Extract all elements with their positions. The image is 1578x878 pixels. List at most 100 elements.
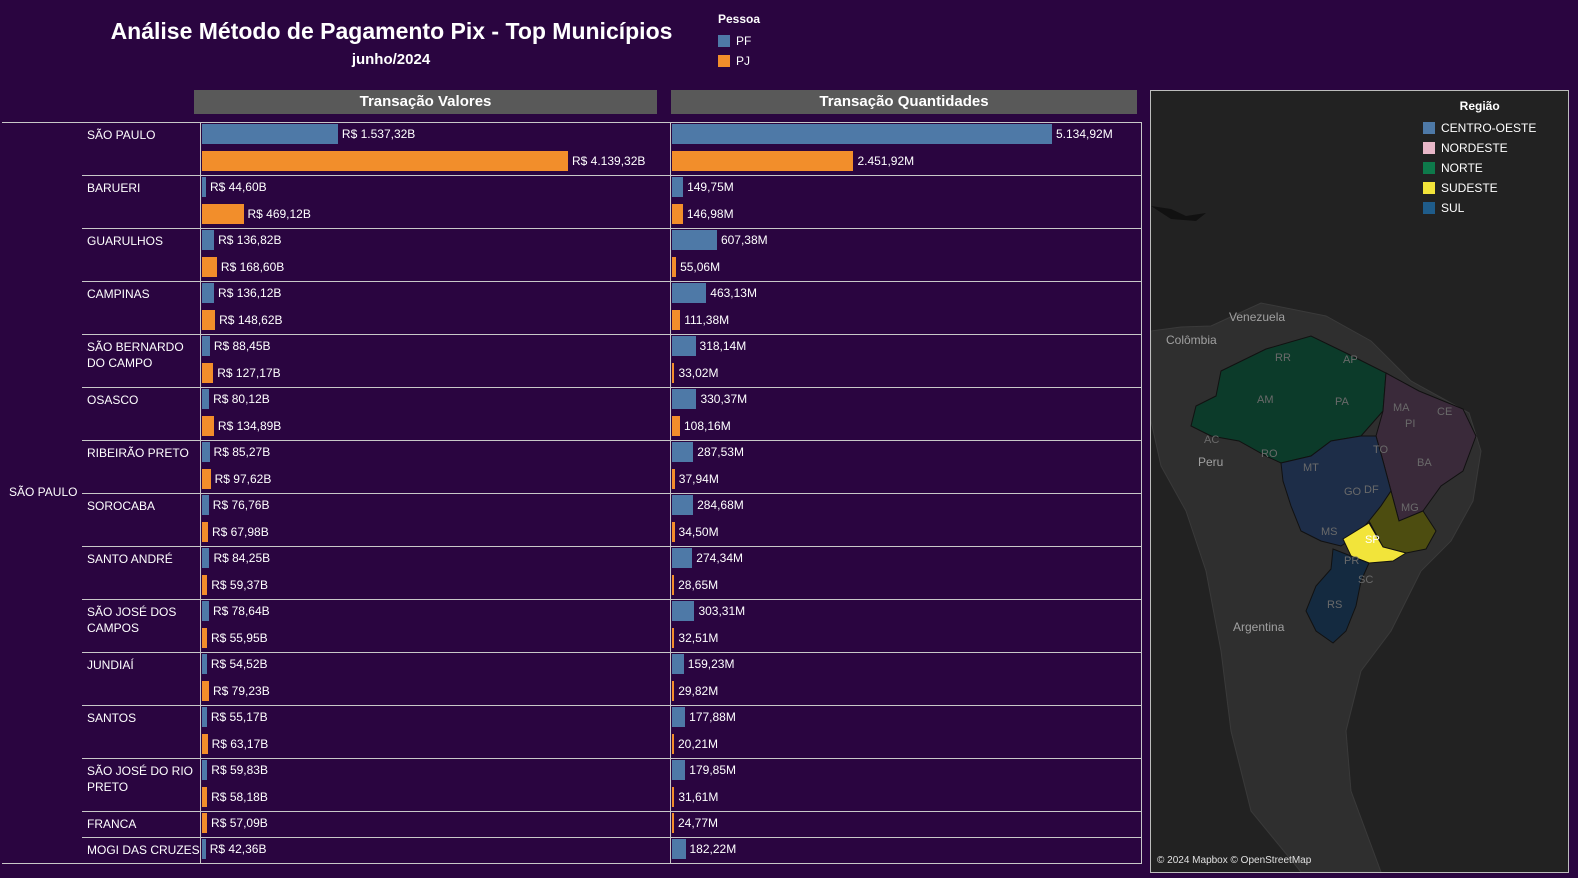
city-label: OSASCO <box>87 393 139 407</box>
qtd-bar-pf[interactable] <box>672 760 686 780</box>
row-divider <box>82 493 1142 494</box>
state-label-ro: RO <box>1261 448 1278 460</box>
qtd-bar-pj[interactable] <box>672 203 683 224</box>
region-sudeste-mg[interactable] <box>1368 489 1437 554</box>
page-title: Análise Método de Pagamento Pix - Top Mu… <box>110 18 673 44</box>
state-label-sp: SP <box>1365 534 1380 546</box>
valor-bar-pj[interactable] <box>202 203 244 224</box>
valor-label-pf: R$ 136,12B <box>218 286 282 300</box>
qtd-bar-pj[interactable] <box>672 150 854 171</box>
valor-bar-pf[interactable] <box>202 548 210 568</box>
qtd-bar-pj[interactable] <box>672 256 677 277</box>
qtd-label-pj: 2.451,92M <box>857 153 915 168</box>
valor-bar-pj[interactable] <box>202 415 214 436</box>
valor-bar-pf[interactable] <box>202 124 338 144</box>
country-label-peru: Peru <box>1198 455 1223 469</box>
region-legend-item-centro-oeste[interactable]: CENTRO-OESTE <box>1423 118 1536 138</box>
qtd-bar-pj[interactable] <box>672 309 681 330</box>
valor-bar-pj[interactable] <box>202 150 568 171</box>
qtd-label-pj: 37,94M <box>678 471 719 486</box>
qtd-bar-pj[interactable] <box>672 415 680 436</box>
state-label-rr: RR <box>1275 352 1291 364</box>
qtd-bar-pf[interactable] <box>672 230 717 250</box>
region-swatch-sudeste <box>1423 182 1435 194</box>
valor-bar-pj[interactable] <box>202 733 208 754</box>
valor-bar-pf[interactable] <box>202 839 206 859</box>
qtd-bar-pf[interactable] <box>672 707 686 727</box>
qtd-bar-pj[interactable] <box>672 468 675 489</box>
valor-label-pf: R$ 1.537,32B <box>341 127 416 141</box>
valor-bar-pj[interactable] <box>202 786 208 807</box>
qtd-bar-pf[interactable] <box>672 336 696 356</box>
qtd-label-pf: 330,37M <box>700 392 748 406</box>
row-divider <box>2 863 1142 864</box>
region-swatch-sul <box>1423 202 1435 214</box>
region-map[interactable]: Venezuela Colômbia Peru Argentina RR AP … <box>1150 90 1569 873</box>
valor-label-pf: R$ 136,82B <box>218 233 282 247</box>
valor-bar-pj[interactable] <box>202 574 208 595</box>
valor-label-pf: R$ 54,52B <box>210 657 268 671</box>
valor-bar-pj[interactable] <box>202 468 211 489</box>
qtd-bar-pj[interactable] <box>672 680 675 701</box>
valor-bar-pf[interactable] <box>202 389 210 409</box>
valor-bar-pf[interactable] <box>202 707 207 727</box>
city-label: SANTO ANDRÉ <box>87 552 173 566</box>
valor-bar-pj[interactable] <box>202 680 209 701</box>
region-legend-item-nordeste[interactable]: NORDESTE <box>1423 138 1536 158</box>
qtd-bar-pf[interactable] <box>672 548 693 568</box>
qtd-bar-pj[interactable] <box>672 521 675 542</box>
valor-bar-pf[interactable] <box>202 442 210 462</box>
region-legend-item-sudeste[interactable]: SUDESTE <box>1423 178 1536 198</box>
legend-item-pf[interactable]: PF <box>718 31 760 51</box>
valor-bar-pf[interactable] <box>202 601 209 621</box>
qtd-bar-pj[interactable] <box>672 813 674 833</box>
legend-item-pj[interactable]: PJ <box>718 51 760 71</box>
panel-header-quantidades: Transação Quantidades <box>671 90 1137 114</box>
state-label-ce: CE <box>1437 406 1452 418</box>
country-label-colombia: Colômbia <box>1166 333 1217 347</box>
row-divider <box>82 599 1142 600</box>
qtd-bar-pj[interactable] <box>672 362 675 383</box>
region-legend-item-norte[interactable]: NORTE <box>1423 158 1536 178</box>
qtd-bar-pj[interactable] <box>672 786 675 807</box>
region-sul[interactable] <box>1305 548 1370 644</box>
region-swatch-nordeste <box>1423 142 1435 154</box>
qtd-bar-pf[interactable] <box>672 389 697 409</box>
valor-bar-pf[interactable] <box>202 230 215 250</box>
valor-bar-pf[interactable] <box>202 654 207 674</box>
qtd-label-pf: 463,13M <box>710 286 757 300</box>
valor-label-pf: R$ 78,64B <box>212 604 270 618</box>
qtd-label-pf: 179,85M <box>689 763 736 777</box>
qtd-bar-pf[interactable] <box>672 654 684 674</box>
state-label-mt: MT <box>1303 462 1319 474</box>
qtd-bar-pf[interactable] <box>672 124 1052 144</box>
valor-bar-pf[interactable] <box>202 495 209 515</box>
valor-bar-pj[interactable] <box>202 362 214 383</box>
row-divider <box>82 281 1142 282</box>
qtd-bar-pf[interactable] <box>672 177 684 197</box>
valor-bar-pj[interactable] <box>202 309 216 330</box>
qtd-bar-pf[interactable] <box>672 601 695 621</box>
qtd-bar-pf[interactable] <box>672 839 686 859</box>
panel-divider <box>200 122 201 863</box>
legend-swatch-pj <box>718 55 730 67</box>
qtd-bar-pf[interactable] <box>672 283 707 303</box>
valor-bar-pj[interactable] <box>202 256 217 277</box>
qtd-bar-pj[interactable] <box>672 627 675 648</box>
qtd-bar-pj[interactable] <box>672 574 675 595</box>
valor-bar-pj[interactable] <box>202 813 207 833</box>
valor-bar-pj[interactable] <box>202 521 208 542</box>
city-label: SÃO BERNARDO DO CAMPO <box>87 340 184 370</box>
valor-bar-pf[interactable] <box>202 283 214 303</box>
qtd-bar-pf[interactable] <box>672 495 694 515</box>
qtd-bar-pj[interactable] <box>672 733 674 754</box>
qtd-bar-pf[interactable] <box>672 442 694 462</box>
valor-label-pj: R$ 59,37B <box>211 577 268 592</box>
valor-bar-pf[interactable] <box>202 336 210 356</box>
valor-bar-pf[interactable] <box>202 177 206 197</box>
valor-label-pf: R$ 84,25B <box>213 551 271 565</box>
valor-bar-pf[interactable] <box>202 760 208 780</box>
panel-header-valores: Transação Valores <box>194 90 657 114</box>
region-legend-item-sul[interactable]: SUL <box>1423 198 1536 218</box>
valor-bar-pj[interactable] <box>202 627 207 648</box>
